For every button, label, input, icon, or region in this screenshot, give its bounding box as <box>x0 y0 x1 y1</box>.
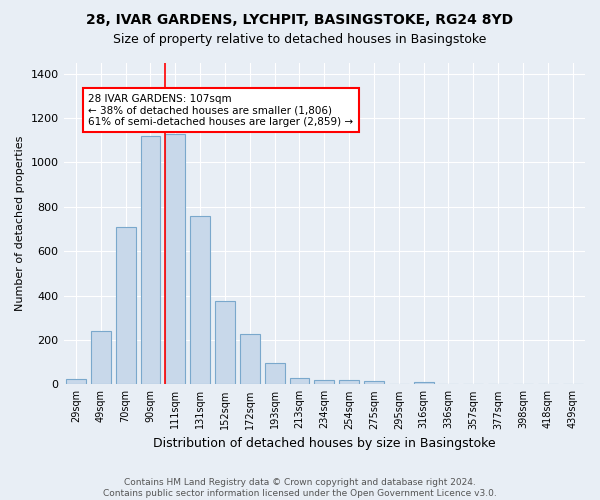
Bar <box>166 134 185 384</box>
Bar <box>339 380 359 384</box>
Text: 28 IVAR GARDENS: 107sqm
← 38% of detached houses are smaller (1,806)
61% of semi: 28 IVAR GARDENS: 107sqm ← 38% of detache… <box>88 94 353 127</box>
Y-axis label: Number of detached properties: Number of detached properties <box>15 136 25 311</box>
Bar <box>314 380 334 384</box>
Bar <box>116 226 136 384</box>
Bar <box>413 382 434 384</box>
Bar <box>140 136 160 384</box>
X-axis label: Distribution of detached houses by size in Basingstoke: Distribution of detached houses by size … <box>153 437 496 450</box>
Bar <box>91 331 111 384</box>
Text: Size of property relative to detached houses in Basingstoke: Size of property relative to detached ho… <box>113 32 487 46</box>
Text: Contains HM Land Registry data © Crown copyright and database right 2024.
Contai: Contains HM Land Registry data © Crown c… <box>103 478 497 498</box>
Bar <box>190 216 210 384</box>
Bar <box>66 379 86 384</box>
Bar <box>265 363 284 384</box>
Text: 28, IVAR GARDENS, LYCHPIT, BASINGSTOKE, RG24 8YD: 28, IVAR GARDENS, LYCHPIT, BASINGSTOKE, … <box>86 12 514 26</box>
Bar <box>240 334 260 384</box>
Bar <box>364 381 384 384</box>
Bar <box>215 301 235 384</box>
Bar <box>290 378 310 384</box>
